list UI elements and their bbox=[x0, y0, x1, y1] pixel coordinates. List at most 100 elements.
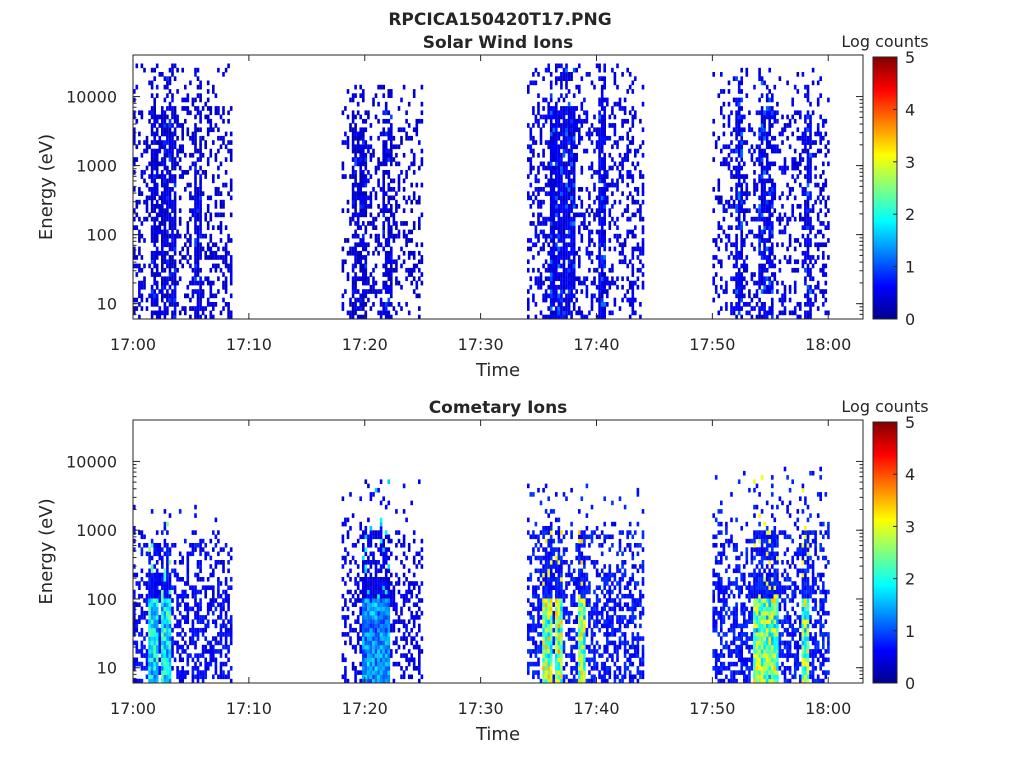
heatmap-cell bbox=[549, 152, 553, 158]
heatmap-cell bbox=[570, 280, 573, 286]
heatmap-cell bbox=[768, 238, 771, 243]
heatmap-cell bbox=[379, 644, 383, 650]
heatmap-cell bbox=[171, 606, 174, 612]
heatmap-cell bbox=[636, 242, 640, 248]
heatmap-cell bbox=[199, 152, 202, 158]
heatmap-cell bbox=[613, 72, 617, 77]
heatmap-cell bbox=[552, 297, 556, 303]
heatmap-cell bbox=[189, 110, 192, 116]
heatmap-cell bbox=[173, 589, 177, 595]
heatmap-cell bbox=[181, 644, 184, 650]
heatmap-cell bbox=[567, 225, 571, 230]
heatmap-cell bbox=[634, 280, 637, 286]
heatmap-cell bbox=[786, 259, 789, 265]
heatmap-cell bbox=[400, 170, 403, 175]
heatmap-cell bbox=[755, 157, 759, 162]
heatmap-cell bbox=[224, 589, 228, 595]
heatmap-cell bbox=[593, 216, 596, 222]
heatmap-cell bbox=[135, 581, 139, 586]
heatmap-cell bbox=[549, 110, 553, 116]
heatmap-cell bbox=[196, 250, 200, 256]
heatmap-cell bbox=[362, 598, 365, 603]
heatmap-cell bbox=[552, 135, 556, 141]
heatmap-cell bbox=[224, 598, 228, 603]
heatmap-cell bbox=[725, 246, 728, 252]
heatmap-cell bbox=[595, 127, 599, 133]
heatmap-cell bbox=[552, 242, 556, 248]
heatmap-cell bbox=[133, 246, 136, 252]
heatmap-cell bbox=[745, 93, 749, 98]
heatmap-cell bbox=[570, 131, 573, 137]
heatmap-cell bbox=[773, 195, 777, 201]
heatmap-cell bbox=[578, 127, 581, 133]
heatmap-cell bbox=[717, 310, 721, 316]
heatmap-cell bbox=[737, 114, 741, 120]
heatmap-cell bbox=[217, 649, 220, 654]
heatmap-cell bbox=[384, 314, 388, 320]
heatmap-cell bbox=[351, 140, 355, 145]
heatmap-cell bbox=[367, 589, 370, 595]
heatmap-cell bbox=[214, 598, 218, 603]
heatmap-cell bbox=[773, 187, 777, 192]
heatmap-cell bbox=[600, 97, 604, 103]
heatmap-cell bbox=[153, 564, 156, 569]
heatmap-cell bbox=[181, 577, 184, 582]
heatmap-cell bbox=[740, 131, 743, 137]
heatmap-cell bbox=[730, 110, 733, 116]
heatmap-cell bbox=[369, 619, 373, 624]
heatmap-cell bbox=[377, 238, 380, 243]
heatmap-cell bbox=[382, 204, 385, 209]
heatmap-cell bbox=[199, 615, 202, 620]
heatmap-cell bbox=[730, 174, 733, 179]
heatmap-cell bbox=[598, 229, 601, 235]
heatmap-cell bbox=[367, 598, 370, 603]
heatmap-cell bbox=[618, 161, 622, 167]
heatmap-cell bbox=[374, 577, 378, 582]
heatmap-cell bbox=[140, 577, 144, 582]
heatmap-cell bbox=[382, 272, 385, 277]
heatmap-cell bbox=[155, 581, 159, 586]
heatmap-cell bbox=[354, 297, 357, 303]
heatmap-cell bbox=[351, 165, 355, 171]
heatmap-cell bbox=[382, 284, 385, 290]
heatmap-cell bbox=[560, 114, 563, 120]
heatmap-cell bbox=[150, 208, 154, 213]
heatmap-cell bbox=[537, 212, 540, 218]
heatmap-cell bbox=[344, 581, 347, 586]
heatmap-cell bbox=[372, 581, 375, 586]
heatmap-cell bbox=[730, 148, 733, 154]
heatmap-cell bbox=[214, 534, 218, 540]
heatmap-cell bbox=[155, 598, 159, 603]
heatmap-cell bbox=[181, 555, 184, 561]
heatmap-cell bbox=[351, 293, 355, 299]
heatmap-cell bbox=[552, 225, 556, 230]
heatmap-cell bbox=[593, 293, 596, 299]
heatmap-cell bbox=[377, 598, 380, 603]
heatmap-cell bbox=[765, 114, 769, 120]
heatmap-cell bbox=[735, 76, 738, 81]
heatmap-cell bbox=[600, 165, 604, 171]
heatmap-cell bbox=[133, 208, 136, 213]
heatmap-cell bbox=[143, 598, 146, 603]
heatmap-cell bbox=[804, 267, 807, 273]
heatmap-cell bbox=[354, 259, 357, 265]
heatmap-cell bbox=[570, 148, 573, 154]
heatmap-cell bbox=[765, 238, 769, 243]
heatmap-cell bbox=[606, 170, 609, 175]
heatmap-cell bbox=[191, 585, 195, 590]
heatmap-cell bbox=[201, 649, 205, 654]
heatmap-cell bbox=[760, 267, 764, 273]
heatmap-cell bbox=[763, 263, 766, 269]
heatmap-cell bbox=[176, 280, 179, 286]
heatmap-cell bbox=[783, 284, 787, 290]
heatmap-cell bbox=[341, 165, 345, 171]
heatmap-cell bbox=[227, 63, 230, 69]
heatmap-cell bbox=[758, 280, 761, 286]
heatmap-cell bbox=[372, 250, 375, 256]
heatmap-cell bbox=[349, 174, 352, 179]
heatmap-cell bbox=[740, 157, 743, 162]
heatmap-cell bbox=[712, 255, 715, 260]
heatmap-cell bbox=[351, 666, 355, 671]
heatmap-cell bbox=[219, 636, 223, 641]
heatmap-cell bbox=[351, 310, 355, 316]
